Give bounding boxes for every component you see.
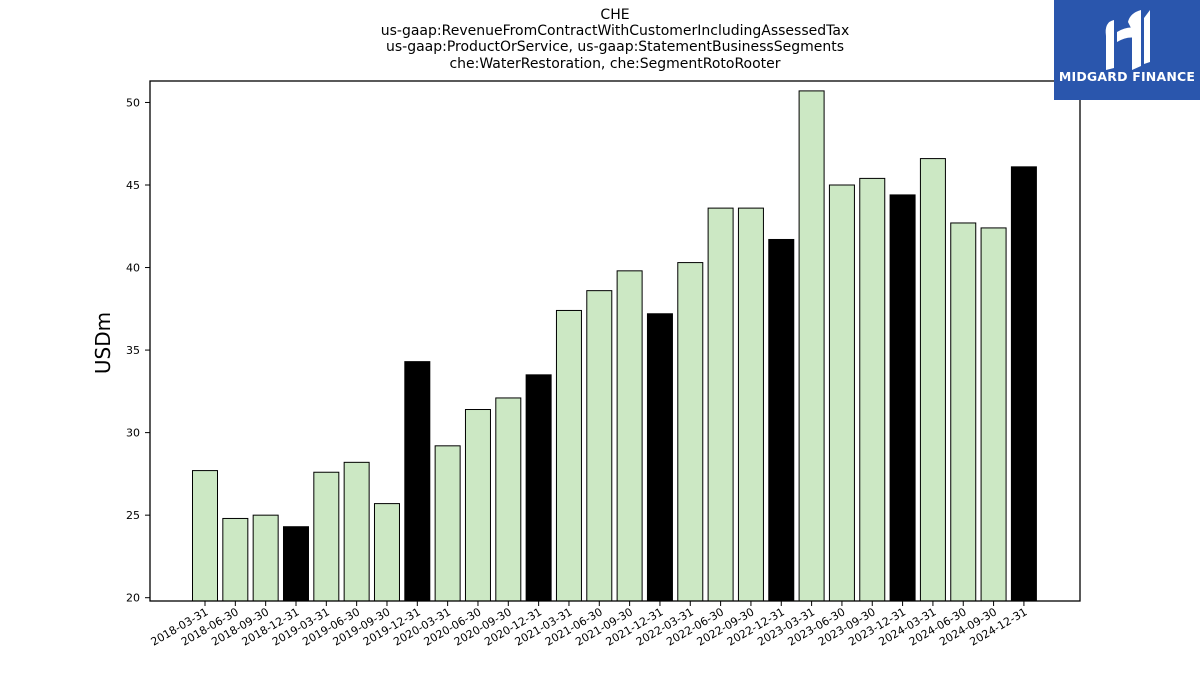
bar-2022-09-30 bbox=[737, 207, 764, 602]
bar-2021-09-30 bbox=[616, 270, 643, 602]
bar-2021-03-31 bbox=[555, 309, 582, 602]
y-tick-label-45: 45 bbox=[126, 179, 140, 192]
bar-2020-09-30 bbox=[495, 397, 522, 602]
bar-2018-06-30 bbox=[222, 517, 249, 602]
bar-2019-06-30 bbox=[343, 461, 370, 602]
y-tick-label-40: 40 bbox=[126, 262, 140, 275]
bar-2023-12-31 bbox=[889, 194, 916, 602]
bar-2018-03-31 bbox=[192, 470, 218, 602]
bar-2018-12-31 bbox=[282, 526, 309, 602]
logo-mark-icon bbox=[1105, 10, 1150, 70]
chart-title-line-1: CHE bbox=[600, 7, 630, 23]
bar-2021-06-30 bbox=[586, 290, 613, 602]
bar-2023-03-31 bbox=[798, 90, 825, 602]
chart-title-line-2: us-gaap:RevenueFromContractWithCustomerI… bbox=[380, 23, 850, 39]
bar-2023-06-30 bbox=[828, 184, 855, 602]
bar-2024-09-30 bbox=[980, 227, 1007, 602]
midgard-finance-logo: MIDGARD FINANCE bbox=[1054, 0, 1200, 100]
chart-title-line-4: che:WaterRestoration, che:SegmentRotoRoo… bbox=[449, 56, 781, 72]
plot-frame bbox=[149, 80, 1081, 602]
y-tick-label-35: 35 bbox=[126, 344, 140, 357]
y-tick-label-50: 50 bbox=[126, 96, 140, 109]
bar-2019-03-31 bbox=[313, 471, 340, 602]
bar-2021-12-31 bbox=[646, 313, 673, 602]
bar-2020-12-31 bbox=[525, 374, 552, 602]
bar-2022-06-30 bbox=[707, 207, 734, 602]
bar-2024-12-31 bbox=[1010, 166, 1037, 602]
bar-2024-03-31 bbox=[919, 158, 946, 602]
bar-2022-03-31 bbox=[677, 262, 704, 602]
bar-2020-03-31 bbox=[434, 445, 461, 602]
y-axis-label: USDm bbox=[91, 312, 115, 374]
bar-2022-12-31 bbox=[768, 238, 795, 602]
y-tick-label-25: 25 bbox=[126, 509, 140, 522]
bar-2020-06-30 bbox=[464, 409, 491, 602]
bar-2018-09-30 bbox=[252, 514, 279, 602]
logo-text: MIDGARD FINANCE bbox=[1058, 69, 1196, 84]
chart-title-line-3: us-gaap:ProductOrService, us-gaap:Statem… bbox=[385, 39, 844, 55]
bar-2023-09-30 bbox=[859, 177, 886, 602]
bar-2024-06-30 bbox=[950, 222, 977, 602]
bar-2019-09-30 bbox=[373, 503, 400, 602]
bar-2019-12-31 bbox=[404, 361, 431, 602]
y-tick-label-20: 20 bbox=[126, 592, 140, 605]
y-tick-label-30: 30 bbox=[126, 427, 140, 440]
